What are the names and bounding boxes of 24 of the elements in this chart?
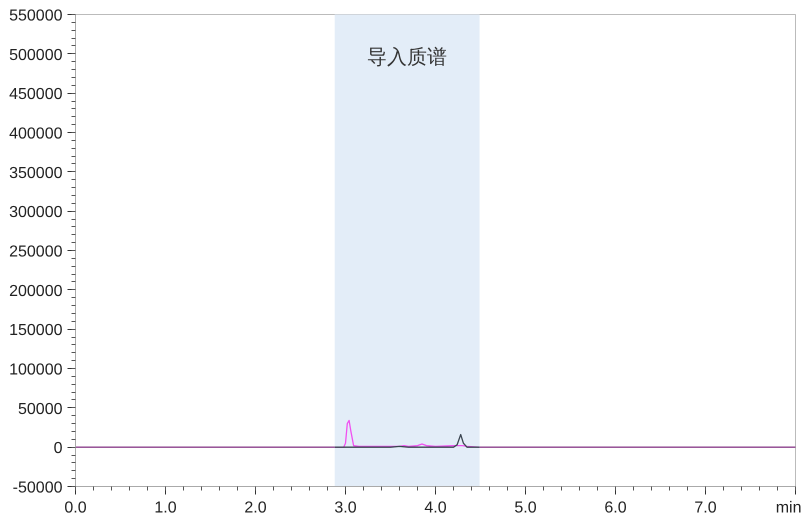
y-tick-label: 400000: [9, 126, 63, 142]
x-tick-label: 7.0: [694, 500, 717, 516]
y-tick-label: 150000: [9, 322, 63, 340]
x-tick-label: 2.0: [244, 500, 267, 516]
x-tick-label: min: [776, 500, 801, 516]
line-series: [334, 434, 480, 448]
x-tick-label: 1.0: [154, 500, 177, 516]
y-tick-label: 250000: [9, 244, 63, 260]
y-tick-label: 500000: [9, 46, 63, 64]
x-tick-label: 4.0: [424, 500, 447, 516]
y-tick-label: 450000: [9, 86, 63, 104]
y-tick-label: 100000: [9, 362, 63, 378]
y-tick-label: 0: [54, 440, 63, 458]
y-tick-label: 300000: [9, 204, 63, 222]
y-tick-label: 200000: [9, 282, 63, 300]
x-tick-label: 6.0: [604, 500, 627, 516]
band-label: 导入质谱: [367, 44, 448, 68]
x-tick-label: 0.0: [64, 500, 87, 516]
y-tick-label: -50000: [12, 480, 63, 496]
y-tick-label: 350000: [9, 164, 63, 182]
y-tick-label: 550000: [9, 8, 63, 24]
x-tick-label: 5.0: [514, 500, 537, 516]
x-tick-label: 3.0: [334, 500, 357, 516]
y-tick-label: 50000: [18, 400, 63, 418]
